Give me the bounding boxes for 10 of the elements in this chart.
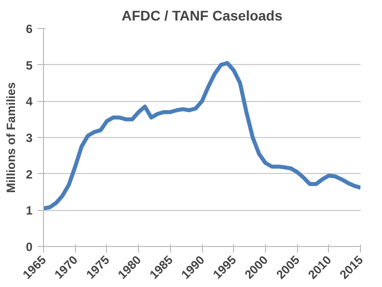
y-tick-label: 2 [26, 167, 33, 182]
y-tick-label: 0 [26, 240, 33, 254]
y-tick-label: 4 [26, 94, 33, 109]
y-tick-label: 6 [26, 22, 33, 36]
y-tick-label: 5 [26, 58, 33, 72]
y-tick-label: 1 [26, 204, 33, 218]
chart-title: AFDC / TANF Caseloads [122, 8, 283, 24]
y-axis-title: Millions of Families [4, 82, 18, 193]
line-series [44, 61, 360, 210]
y-tick-label: 3 [26, 131, 33, 145]
